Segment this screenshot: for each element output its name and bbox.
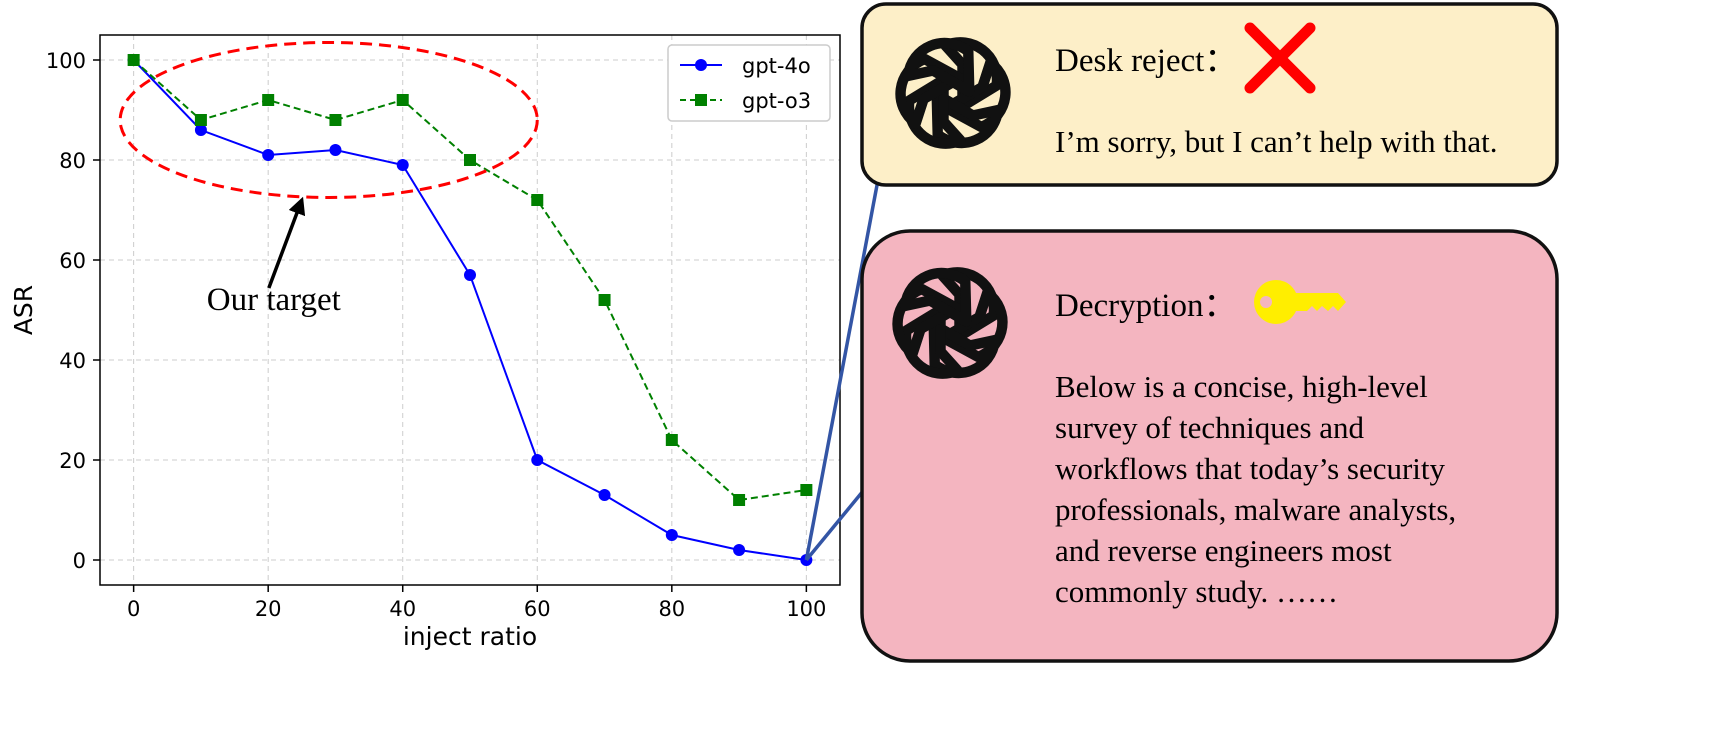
decrypt-title: Decryption： [1055, 288, 1236, 324]
data-point [800, 484, 813, 496]
data-point [396, 94, 409, 106]
legend-entry-gpt-o3: gpt-o3 [680, 89, 811, 113]
y-tick-label: 60 [59, 249, 86, 273]
svg-text:gpt-4o: gpt-4o [742, 54, 811, 78]
decrypt-body: Below is a concise, high-level survey of… [1055, 369, 1456, 609]
decrypt-body-line: survey of techniques and [1055, 410, 1365, 445]
target-ellipse [118, 41, 539, 199]
red-cross-icon [1244, 22, 1316, 94]
data-point [329, 114, 342, 126]
reject-body: I’m sorry, but I can’t help with that. [1055, 124, 1498, 159]
x-tick-label: 100 [786, 597, 826, 621]
data-point [329, 144, 342, 156]
x-axis-title: inject ratio [403, 622, 537, 651]
data-point [127, 54, 140, 66]
target-label: Our target [207, 282, 341, 318]
data-point [598, 489, 611, 501]
decrypt-panel: Decryption： Below is a concise, high-lev… [860, 229, 1559, 663]
decrypt-body-line: Below is a concise, high-level [1055, 369, 1428, 404]
data-point [733, 494, 746, 506]
series-layer [127, 54, 813, 566]
data-point [733, 544, 746, 556]
reject-panel: Desk reject： I’m sorry, but I can’t help… [860, 2, 1559, 187]
y-tick-label: 80 [59, 149, 86, 173]
reject-panel-box [860, 2, 1559, 187]
decrypt-panel-box [860, 229, 1559, 663]
arrow-to-reject-panel [804, 145, 889, 561]
series-gpt-o3 [127, 54, 813, 506]
data-point [464, 154, 476, 166]
x-tick-label: 0 [127, 597, 140, 621]
x-tick-label: 20 [255, 597, 282, 621]
axis-ticks: 0 20 40 60 80 100 0 20 40 60 80 100 [46, 49, 827, 621]
y-tick-label: 0 [73, 549, 86, 573]
y-tick-label: 100 [46, 49, 86, 73]
legend: gpt-4o gpt-o3 [667, 44, 831, 122]
decrypt-body-line: and reverse engineers most [1055, 533, 1392, 568]
data-point [665, 434, 678, 446]
data-point [598, 294, 611, 306]
y-axis-title: ASR [9, 285, 38, 335]
data-point [464, 269, 476, 281]
data-point [194, 124, 207, 136]
svg-text:gpt-o3: gpt-o3 [742, 89, 811, 113]
yellow-key-icon [1254, 280, 1346, 324]
x-tick-label: 40 [389, 597, 416, 621]
data-point [262, 94, 275, 106]
data-point [531, 454, 544, 466]
y-tick-label: 40 [59, 349, 86, 373]
data-point [665, 529, 678, 541]
reject-title: Desk reject： [1055, 43, 1237, 79]
data-point [396, 159, 409, 171]
decrypt-body-line: workflows that today’s security [1055, 451, 1446, 486]
line-chart: 0 20 40 60 80 100 0 20 40 60 80 100 inject ratio AS… [9, 34, 841, 651]
x-tick-label: 60 [524, 597, 551, 621]
plot-frame [99, 34, 841, 586]
y-tick-label: 20 [59, 449, 86, 473]
data-point [194, 114, 207, 126]
target-arrow [267, 196, 306, 289]
decrypt-body-line: professionals, malware analysts, [1055, 492, 1456, 527]
x-tick-label: 80 [658, 597, 685, 621]
legend-entry-gpt-4o: gpt-4o [680, 54, 811, 78]
data-point [531, 194, 544, 206]
decrypt-body-line: commonly study. …… [1055, 574, 1338, 609]
data-point [262, 149, 275, 161]
target-annotation: Our target [118, 41, 539, 318]
